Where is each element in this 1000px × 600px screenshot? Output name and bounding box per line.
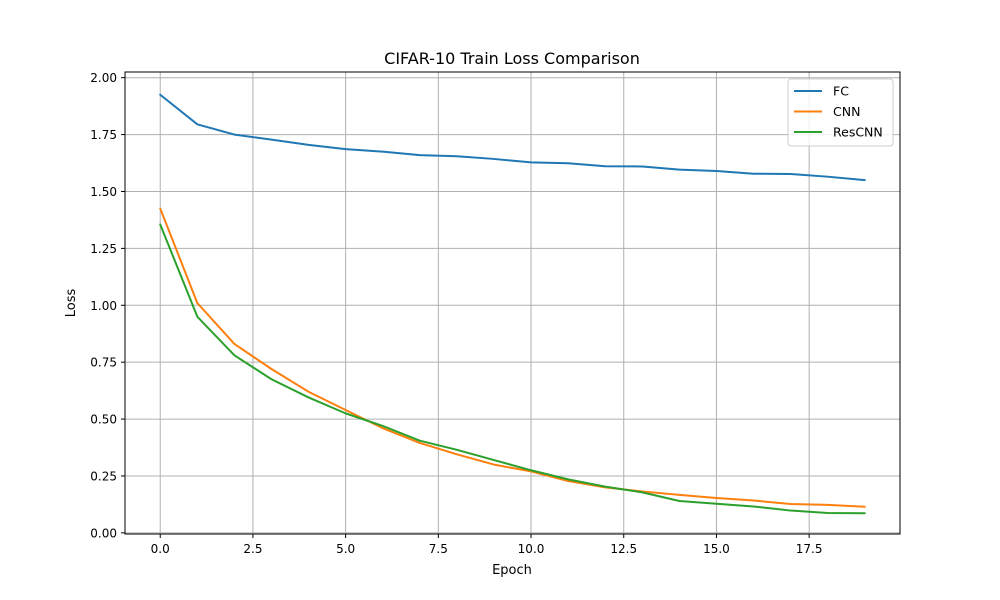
x-tick-label: 17.5 <box>796 542 823 556</box>
y-tick-label: 1.75 <box>90 128 117 142</box>
y-tick-label: 0.75 <box>90 356 117 370</box>
x-tick-label: 10.0 <box>518 542 545 556</box>
y-tick-label: 0.50 <box>90 413 117 427</box>
x-axis-label: Epoch <box>492 563 532 578</box>
x-tick-label: 2.5 <box>243 542 262 556</box>
series-line-rescnn <box>159 223 866 515</box>
y-tick-label: 1.00 <box>90 299 117 313</box>
legend-box <box>787 78 894 147</box>
y-tick-label: 1.50 <box>90 185 117 199</box>
series-line-fc <box>159 93 866 182</box>
y-tick-label: 0.25 <box>90 469 117 483</box>
x-axis-ticks: 0.0 2.5 5.0 7.5 10.0 12.5 15.0 17.5 <box>151 534 823 556</box>
x-tick-label: 5.0 <box>336 542 355 556</box>
legend-label-fc: FC <box>833 84 849 99</box>
y-tick-label: 0.00 <box>90 526 117 540</box>
legend: FC CNN ResCNN <box>787 78 894 147</box>
y-axis-label: Loss <box>64 289 79 318</box>
plot-series <box>159 93 866 515</box>
series-line-cnn <box>159 207 866 508</box>
legend-label-rescnn: ResCNN <box>833 125 883 140</box>
grid-lines <box>125 72 900 534</box>
x-tick-label: 12.5 <box>610 542 637 556</box>
x-tick-label: 7.5 <box>429 542 448 556</box>
chart-title: CIFAR-10 Train Loss Comparison <box>384 49 640 68</box>
y-tick-label: 2.00 <box>90 71 117 85</box>
plot-frame <box>124 71 901 535</box>
y-tick-label: 1.25 <box>90 242 117 256</box>
legend-label-cnn: CNN <box>833 104 860 119</box>
x-tick-label: 0.0 <box>151 542 170 556</box>
y-axis-ticks: 0.00 0.25 0.50 0.75 1.00 1.25 1.50 1.75 2.00 <box>90 71 125 540</box>
x-tick-label: 15.0 <box>703 542 730 556</box>
